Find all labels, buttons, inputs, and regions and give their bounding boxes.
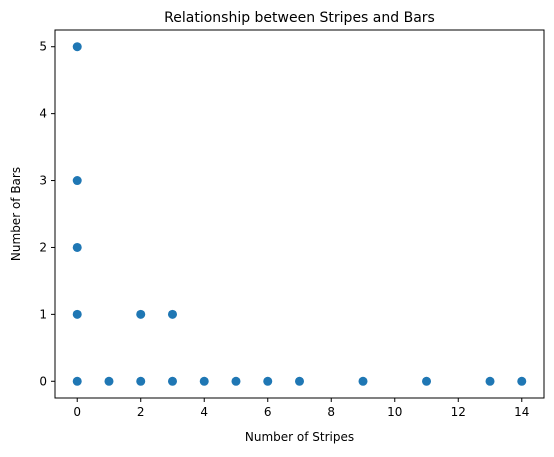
data-point	[104, 376, 114, 386]
x-tick-label: 8	[327, 405, 335, 419]
x-tick-label: 10	[387, 405, 402, 419]
x-tick-label: 0	[73, 405, 81, 419]
x-tick-label: 14	[514, 405, 529, 419]
data-point	[72, 309, 82, 319]
plot-area	[55, 30, 544, 398]
data-point	[72, 242, 82, 252]
data-point	[136, 376, 146, 386]
data-point	[295, 376, 304, 386]
data-point	[136, 309, 146, 319]
y-tick-label: 4	[39, 107, 47, 121]
data-point	[72, 176, 82, 186]
x-tick-label: 2	[137, 405, 145, 419]
chart-title: Relationship between Stripes and Bars	[164, 10, 435, 26]
plot-frame	[54, 29, 545, 399]
data-point	[358, 376, 368, 386]
x-tick-label: 12	[451, 405, 466, 419]
data-points	[72, 42, 527, 386]
data-point	[199, 376, 209, 386]
y-axis-label: Number of Bars	[9, 167, 23, 261]
data-point	[517, 376, 527, 386]
x-tick-label: 6	[264, 405, 272, 419]
data-point	[231, 376, 241, 386]
data-point	[72, 42, 82, 52]
data-point	[422, 376, 432, 386]
data-point	[167, 309, 177, 319]
y-tick-label: 1	[39, 307, 47, 321]
x-axis-label: Number of Stripes	[245, 430, 354, 444]
data-point	[167, 376, 177, 386]
x-tick-label: 4	[200, 405, 208, 419]
y-tick-label: 2	[39, 240, 47, 254]
y-tick-label: 5	[39, 40, 47, 54]
data-point	[72, 376, 82, 386]
data-point	[263, 376, 273, 386]
y-tick-label: 3	[39, 174, 47, 188]
y-tick-label: 0	[39, 374, 47, 388]
data-point	[485, 376, 495, 386]
